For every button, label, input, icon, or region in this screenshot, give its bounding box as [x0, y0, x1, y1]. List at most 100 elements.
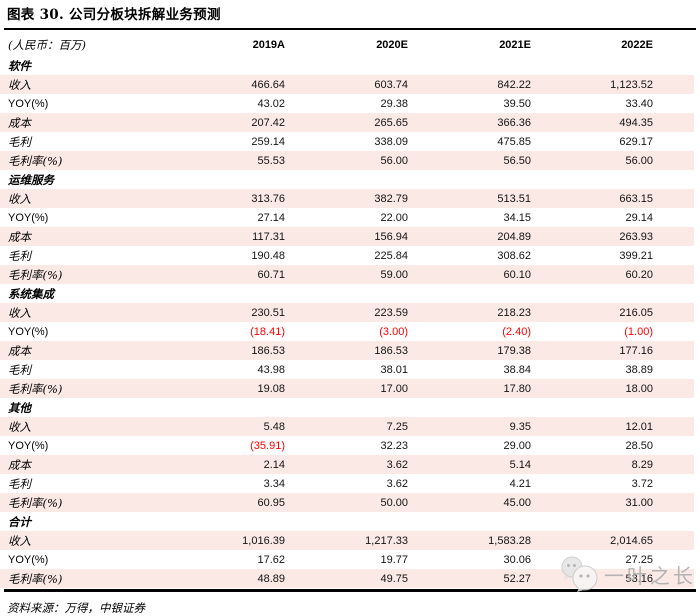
- cell-value: 29.00: [503, 439, 531, 452]
- cell-value: 230.51: [251, 306, 285, 319]
- table-row: YOY(%) 43.02 29.38 39.50 33.40: [0, 94, 694, 113]
- table-header-row: (人民币：百万) 2019A 2020E 2021E 2022E: [0, 30, 694, 56]
- column-header-2020e: 2020E: [376, 39, 408, 51]
- table-row: 成本 117.31 156.94 204.89 263.93: [0, 227, 694, 246]
- cell-value: 19.77: [380, 553, 408, 566]
- cell-value: 38.01: [380, 363, 408, 376]
- table-row: 成本 207.42 265.65 366.36 494.35: [0, 113, 694, 132]
- cell-value: 19.08: [257, 382, 285, 395]
- cell-value: 1,123.52: [610, 78, 653, 91]
- cell-value: 48.89: [257, 572, 285, 585]
- row-label: 毛利: [8, 134, 31, 149]
- table-row: 毛利率(%) 60.95 50.00 45.00 31.00: [0, 493, 694, 512]
- table-row: 毛利率(%) 48.89 49.75 52.27 53.16: [0, 569, 694, 588]
- cell-value: 29.38: [380, 97, 408, 110]
- table-row: 收入 313.76 382.79 513.51 663.15: [0, 189, 694, 208]
- cell-value: 3.34: [263, 477, 285, 490]
- table-row: 收入 466.64 603.74 842.22 1,123.52: [0, 75, 694, 94]
- cell-value: 9.35: [509, 420, 531, 433]
- cell-value: 32.23: [380, 439, 408, 452]
- table-row: 收入 230.51 223.59 218.23 216.05: [0, 303, 694, 322]
- cell-value: 53.16: [625, 572, 653, 585]
- cell-value: 1,217.33: [365, 534, 408, 547]
- table-row: 毛利率(%) 60.71 59.00 60.10 60.20: [0, 265, 694, 284]
- row-label: YOY(%): [8, 325, 49, 338]
- row-label: 收入: [8, 305, 31, 320]
- cell-value: 17.00: [380, 382, 408, 395]
- cell-value: 156.94: [374, 230, 408, 243]
- cell-value: 842.22: [497, 78, 531, 91]
- cell-value: 5.48: [263, 420, 285, 433]
- row-label: 毛利: [8, 362, 31, 377]
- cell-value: 27.14: [257, 211, 285, 224]
- table-row: 收入 1,016.39 1,217.33 1,583.28 2,014.65: [0, 531, 694, 550]
- cell-value: 29.14: [625, 211, 653, 224]
- row-label: YOY(%): [8, 211, 49, 224]
- cell-value: 399.21: [619, 249, 653, 262]
- figure-title: 图表 30. 公司分板块拆解业务预测: [7, 7, 221, 23]
- cell-value: 216.05: [619, 306, 653, 319]
- cell-value: 207.42: [251, 116, 285, 129]
- table-row: 毛利率(%) 55.53 56.00 56.50 56.00: [0, 151, 694, 170]
- cell-value: 7.25: [386, 420, 408, 433]
- cell-value: 117.31: [252, 230, 285, 243]
- row-label: 成本: [8, 457, 31, 472]
- cell-value: 30.06: [503, 553, 531, 566]
- cell-value: (35.91): [250, 439, 285, 452]
- cell-value: 1,583.28: [488, 534, 531, 547]
- cell-value: 34.15: [503, 211, 531, 224]
- cell-value: 204.89: [497, 230, 531, 243]
- table-row: YOY(%) (35.91) 32.23 29.00 28.50: [0, 436, 694, 455]
- cell-value: 43.02: [257, 97, 285, 110]
- cell-value: 17.62: [257, 553, 285, 566]
- cell-value: 3.62: [386, 477, 408, 490]
- cell-value: 186.53: [374, 344, 408, 357]
- cell-value: 56.00: [380, 154, 408, 167]
- cell-value: 513.51: [497, 192, 531, 205]
- section-label: 合计: [8, 514, 31, 529]
- row-label: YOY(%): [8, 439, 49, 452]
- cell-value: 382.79: [374, 192, 408, 205]
- cell-value: 56.50: [503, 154, 531, 167]
- table-row: 成本 186.53 186.53 179.38 177.16: [0, 341, 694, 360]
- cell-value: 179.38: [497, 344, 531, 357]
- cell-value: 1,016.39: [242, 534, 285, 547]
- cell-value: 38.89: [625, 363, 653, 376]
- cell-value: 55.53: [257, 154, 285, 167]
- cell-value: 4.21: [509, 477, 531, 490]
- cell-value: 60.71: [257, 268, 285, 281]
- cell-value: 38.84: [503, 363, 531, 376]
- row-label: 毛利率(%): [8, 495, 63, 510]
- cell-value: 225.84: [374, 249, 408, 262]
- table-row: 毛利 3.34 3.62 4.21 3.72: [0, 474, 694, 493]
- table-row: 毛利 190.48 225.84 308.62 399.21: [0, 246, 694, 265]
- row-label: 毛利率(%): [8, 153, 63, 168]
- cell-value: (3.00): [379, 325, 408, 338]
- cell-value: 177.16: [619, 344, 653, 357]
- row-label: 收入: [8, 533, 31, 548]
- cell-value: 259.14: [251, 135, 285, 148]
- cell-value: (2.40): [502, 325, 531, 338]
- cell-value: 265.65: [374, 116, 408, 129]
- cell-value: 190.48: [251, 249, 285, 262]
- cell-value: 12.01: [625, 420, 653, 433]
- cell-value: 33.40: [625, 97, 653, 110]
- table-bottom-divider: [4, 589, 696, 592]
- column-header-2019a: 2019A: [252, 39, 285, 51]
- row-label: 成本: [8, 343, 31, 358]
- cell-value: 43.98: [257, 363, 285, 376]
- row-label: 收入: [8, 77, 31, 92]
- cell-value: 59.00: [380, 268, 408, 281]
- section-label: 软件: [8, 58, 31, 73]
- cell-value: 466.64: [251, 78, 285, 91]
- table-body: 软件 收入 466.64 603.74 842.22 1,123.52 YOY(%) 43.0…: [0, 56, 700, 588]
- row-label: 成本: [8, 115, 31, 130]
- row-label: 成本: [8, 229, 31, 244]
- section-label: 系统集成: [8, 286, 54, 301]
- cell-value: 45.00: [503, 496, 531, 509]
- cell-value: 49.75: [380, 572, 408, 585]
- section-header-row: 软件: [0, 56, 694, 75]
- cell-value: 60.10: [503, 268, 531, 281]
- cell-value: 8.29: [631, 458, 653, 471]
